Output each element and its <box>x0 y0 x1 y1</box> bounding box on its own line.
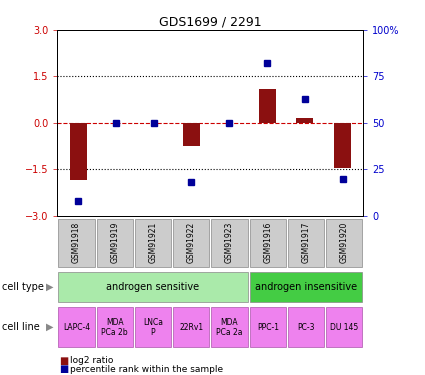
Bar <box>326 219 363 267</box>
Text: GSM91919: GSM91919 <box>110 222 119 263</box>
Bar <box>326 307 363 348</box>
Bar <box>183 123 200 146</box>
Bar <box>173 219 210 267</box>
Text: GSM91917: GSM91917 <box>301 222 311 263</box>
Text: MDA
PCa 2a: MDA PCa 2a <box>216 318 243 336</box>
Bar <box>249 219 286 267</box>
Text: ■: ■ <box>60 356 69 366</box>
Text: ■: ■ <box>60 364 69 374</box>
Text: androgen insensitive: androgen insensitive <box>255 282 357 292</box>
Bar <box>58 272 248 302</box>
Bar <box>135 307 171 348</box>
Bar <box>70 123 87 180</box>
Text: LAPC-4: LAPC-4 <box>63 322 90 332</box>
Text: ▶: ▶ <box>46 282 54 292</box>
Bar <box>58 307 95 348</box>
Bar <box>249 307 286 348</box>
Text: ▶: ▶ <box>46 322 54 332</box>
Text: cell type: cell type <box>2 282 44 292</box>
Bar <box>173 307 210 348</box>
Bar <box>334 123 351 168</box>
Text: DU 145: DU 145 <box>330 322 358 332</box>
Bar <box>135 219 171 267</box>
Text: PC-3: PC-3 <box>297 322 315 332</box>
Text: GSM91923: GSM91923 <box>225 222 234 263</box>
Text: 22Rv1: 22Rv1 <box>179 322 203 332</box>
Text: GSM91921: GSM91921 <box>148 222 158 263</box>
Bar <box>211 219 248 267</box>
Bar <box>288 219 324 267</box>
Bar <box>58 219 95 267</box>
Bar <box>258 89 275 123</box>
Text: percentile rank within the sample: percentile rank within the sample <box>70 365 223 374</box>
Bar <box>96 307 133 348</box>
Title: GDS1699 / 2291: GDS1699 / 2291 <box>159 16 262 29</box>
Text: MDA
PCa 2b: MDA PCa 2b <box>102 318 128 336</box>
Text: GSM91916: GSM91916 <box>263 222 272 263</box>
Bar <box>296 118 313 123</box>
Text: cell line: cell line <box>2 322 40 332</box>
Text: LNCa
P: LNCa P <box>143 318 163 336</box>
Text: PPC-1: PPC-1 <box>257 322 279 332</box>
Text: GSM91922: GSM91922 <box>187 222 196 263</box>
Bar <box>249 272 363 302</box>
Text: GSM91918: GSM91918 <box>72 222 81 263</box>
Text: androgen sensitive: androgen sensitive <box>106 282 200 292</box>
Text: log2 ratio: log2 ratio <box>70 356 113 365</box>
Text: GSM91920: GSM91920 <box>340 222 349 263</box>
Bar <box>211 307 248 348</box>
Bar <box>288 307 324 348</box>
Bar <box>96 219 133 267</box>
